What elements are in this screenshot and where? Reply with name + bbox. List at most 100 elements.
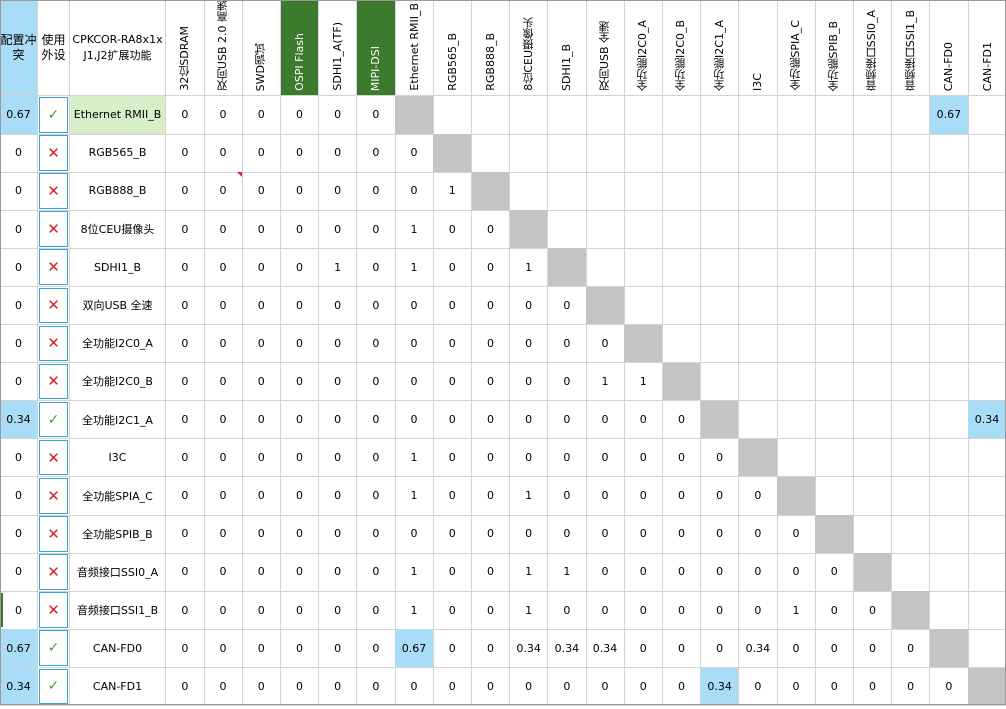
use-cell[interactable]: ✓ xyxy=(38,667,70,707)
matrix-cell[interactable]: 0 xyxy=(509,324,549,364)
matrix-cell[interactable]: 1 xyxy=(395,477,434,516)
matrix-cell[interactable] xyxy=(891,362,931,402)
matrix-cell[interactable]: 0 xyxy=(166,172,205,211)
matrix-cell[interactable]: 0 xyxy=(433,477,473,516)
matrix-cell[interactable]: 0 xyxy=(242,248,282,287)
matrix-cell[interactable] xyxy=(968,438,1006,478)
matrix-cell[interactable]: 0 xyxy=(433,591,473,630)
matrix-cell[interactable] xyxy=(739,96,778,135)
matrix-cell[interactable]: 0 xyxy=(624,591,664,630)
matrix-cell[interactable]: 0 xyxy=(930,667,969,707)
column-header-15[interactable]: 全功能I2C1_A xyxy=(700,0,740,96)
matrix-cell[interactable] xyxy=(853,515,893,554)
matrix-cell[interactable]: 0.67 xyxy=(930,96,969,135)
matrix-cell[interactable] xyxy=(891,400,931,440)
matrix-cell[interactable] xyxy=(853,172,893,211)
matrix-cell[interactable]: 0 xyxy=(662,438,702,478)
column-header-16[interactable]: I3C xyxy=(739,0,778,96)
conflict-cell[interactable]: 0 xyxy=(0,438,38,478)
matrix-cell[interactable]: 0 xyxy=(166,134,205,173)
matrix-cell[interactable]: 0 xyxy=(357,362,396,402)
matrix-cell[interactable] xyxy=(777,134,816,173)
column-header-11[interactable]: SDHI1_B xyxy=(548,0,587,96)
matrix-cell[interactable]: 0 xyxy=(357,248,396,287)
matrix-cell[interactable] xyxy=(509,172,549,211)
matrix-cell[interactable]: 0 xyxy=(662,591,702,630)
use-cell[interactable]: ✕ xyxy=(38,134,70,173)
matrix-cell[interactable] xyxy=(891,172,931,211)
row-name[interactable]: 8位CEU摄像头 xyxy=(70,210,166,249)
matrix-cell[interactable] xyxy=(815,96,855,135)
column-header-19[interactable]: 音频接口SSI0_A xyxy=(853,0,893,96)
matrix-cell[interactable] xyxy=(509,134,549,173)
matrix-cell[interactable]: 0 xyxy=(739,553,778,592)
matrix-cell[interactable]: 0 xyxy=(471,591,511,630)
matrix-cell[interactable]: 1 xyxy=(433,172,473,211)
matrix-cell[interactable]: 0 xyxy=(395,324,434,364)
matrix-cell[interactable]: 0 xyxy=(586,515,625,554)
matrix-cell[interactable]: 0 xyxy=(166,438,205,478)
matrix-cell[interactable]: 0 xyxy=(509,362,549,402)
matrix-cell[interactable]: 0 xyxy=(471,248,511,287)
column-header-9[interactable]: RGB888_B xyxy=(471,0,511,96)
matrix-cell[interactable]: 0 xyxy=(280,172,320,211)
matrix-cell[interactable] xyxy=(930,134,969,173)
matrix-cell[interactable]: 0 xyxy=(204,286,243,326)
diagonal-cell[interactable] xyxy=(930,629,969,668)
matrix-cell[interactable] xyxy=(739,248,778,287)
matrix-cell[interactable]: 0 xyxy=(357,667,396,707)
conflict-cell[interactable]: 0 xyxy=(0,477,38,516)
use-cell[interactable]: ✕ xyxy=(38,591,70,630)
column-header-6[interactable]: MIPI-DSI xyxy=(357,0,396,96)
matrix-cell[interactable]: 0 xyxy=(318,591,358,630)
matrix-cell[interactable]: 0 xyxy=(395,172,434,211)
matrix-cell[interactable]: 0 xyxy=(548,667,587,707)
matrix-cell[interactable] xyxy=(891,96,931,135)
matrix-cell[interactable] xyxy=(586,134,625,173)
matrix-cell[interactable]: 0 xyxy=(204,477,243,516)
matrix-cell[interactable] xyxy=(853,134,893,173)
matrix-cell[interactable]: 1 xyxy=(586,362,625,402)
column-header-10[interactable]: 8位CEU摄像头 xyxy=(509,0,549,96)
matrix-cell[interactable]: 0 xyxy=(433,667,473,707)
matrix-cell[interactable]: 0 xyxy=(548,286,587,326)
matrix-cell[interactable] xyxy=(662,210,702,249)
matrix-cell[interactable]: 0 xyxy=(166,629,205,668)
matrix-cell[interactable] xyxy=(624,286,664,326)
matrix-cell[interactable]: 0 xyxy=(853,667,893,707)
matrix-cell[interactable]: 0 xyxy=(471,477,511,516)
row-name[interactable]: 全功能I2C0_B xyxy=(70,362,166,402)
header-use[interactable]: 使用外设 xyxy=(38,0,70,96)
matrix-cell[interactable]: 0 xyxy=(357,553,396,592)
matrix-cell[interactable]: 0 xyxy=(815,553,855,592)
matrix-cell[interactable]: 0 xyxy=(586,553,625,592)
matrix-cell[interactable] xyxy=(930,362,969,402)
matrix-cell[interactable]: 0 xyxy=(280,210,320,249)
matrix-cell[interactable]: 0 xyxy=(204,667,243,707)
matrix-cell[interactable]: 0 xyxy=(166,667,205,707)
matrix-cell[interactable] xyxy=(815,477,855,516)
row-name[interactable]: Ethernet RMII_B xyxy=(70,96,166,135)
matrix-cell[interactable]: 1 xyxy=(395,438,434,478)
matrix-cell[interactable] xyxy=(662,96,702,135)
matrix-cell[interactable]: 0 xyxy=(204,96,243,135)
matrix-cell[interactable]: 0 xyxy=(357,515,396,554)
row-name[interactable]: I3C xyxy=(70,438,166,478)
matrix-cell[interactable]: 1 xyxy=(395,553,434,592)
matrix-cell[interactable]: 0 xyxy=(471,515,511,554)
diagonal-cell[interactable] xyxy=(586,286,625,326)
matrix-cell[interactable]: 0 xyxy=(815,591,855,630)
matrix-cell[interactable]: 1 xyxy=(548,553,587,592)
matrix-cell[interactable]: 0 xyxy=(471,400,511,440)
matrix-cell[interactable]: 0 xyxy=(166,286,205,326)
matrix-cell[interactable] xyxy=(586,248,625,287)
matrix-cell[interactable]: 0 xyxy=(357,172,396,211)
matrix-cell[interactable] xyxy=(509,96,549,135)
matrix-cell[interactable]: 0 xyxy=(471,324,511,364)
matrix-cell[interactable] xyxy=(853,324,893,364)
column-header-3[interactable]: SWD调试 xyxy=(242,0,282,96)
matrix-cell[interactable]: 0 xyxy=(318,667,358,707)
matrix-cell[interactable]: 0 xyxy=(700,477,740,516)
matrix-cell[interactable] xyxy=(739,210,778,249)
matrix-cell[interactable]: 0 xyxy=(242,667,282,707)
